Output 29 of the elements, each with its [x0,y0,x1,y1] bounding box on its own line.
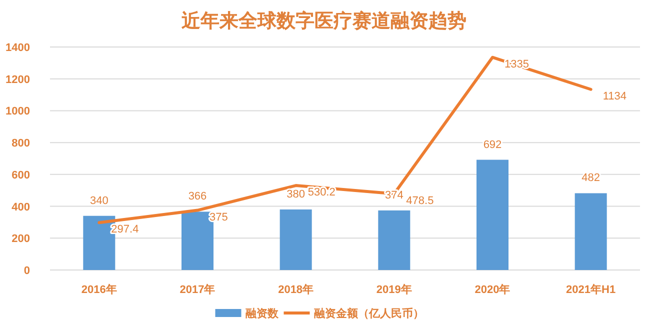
y-tick-label: 800 [12,138,30,150]
bar [574,193,607,270]
bar [378,210,410,270]
x-tick-label: 2016年 [81,283,117,296]
x-tick-label: 2017年 [180,283,216,296]
y-tick-label: 1400 [6,42,30,54]
x-tick-label: 2021年H1 [566,283,616,296]
bar [280,209,312,270]
y-tick-label: 1000 [6,106,30,118]
data-label: 1134 [602,90,626,102]
y-tick-label: 200 [12,233,30,246]
y-tick-label: 600 [12,169,30,182]
data-label: 530.2 [308,186,336,199]
data-label: 366 [188,190,207,203]
x-tick-label: 2018年 [278,283,314,296]
data-label: 478.5 [406,194,434,207]
data-label: 692 [483,138,502,151]
y-tick-label: 0 [24,265,30,277]
legend-label: 融资数 [245,307,280,320]
x-tick-label: 2019年 [376,283,412,296]
bar [476,160,508,270]
data-label: 340 [90,194,108,207]
legend-label: 融资金额（亿人民币） [314,307,424,320]
y-tick-label: 400 [12,201,30,214]
y-tick-label: 1200 [6,74,30,86]
data-label: 380 [286,188,306,200]
chart-title: 近年来全球数字医疗赛道融资趋势 [180,10,466,32]
x-tick-label: 2020年 [474,283,510,296]
data-label: 482 [582,172,600,184]
